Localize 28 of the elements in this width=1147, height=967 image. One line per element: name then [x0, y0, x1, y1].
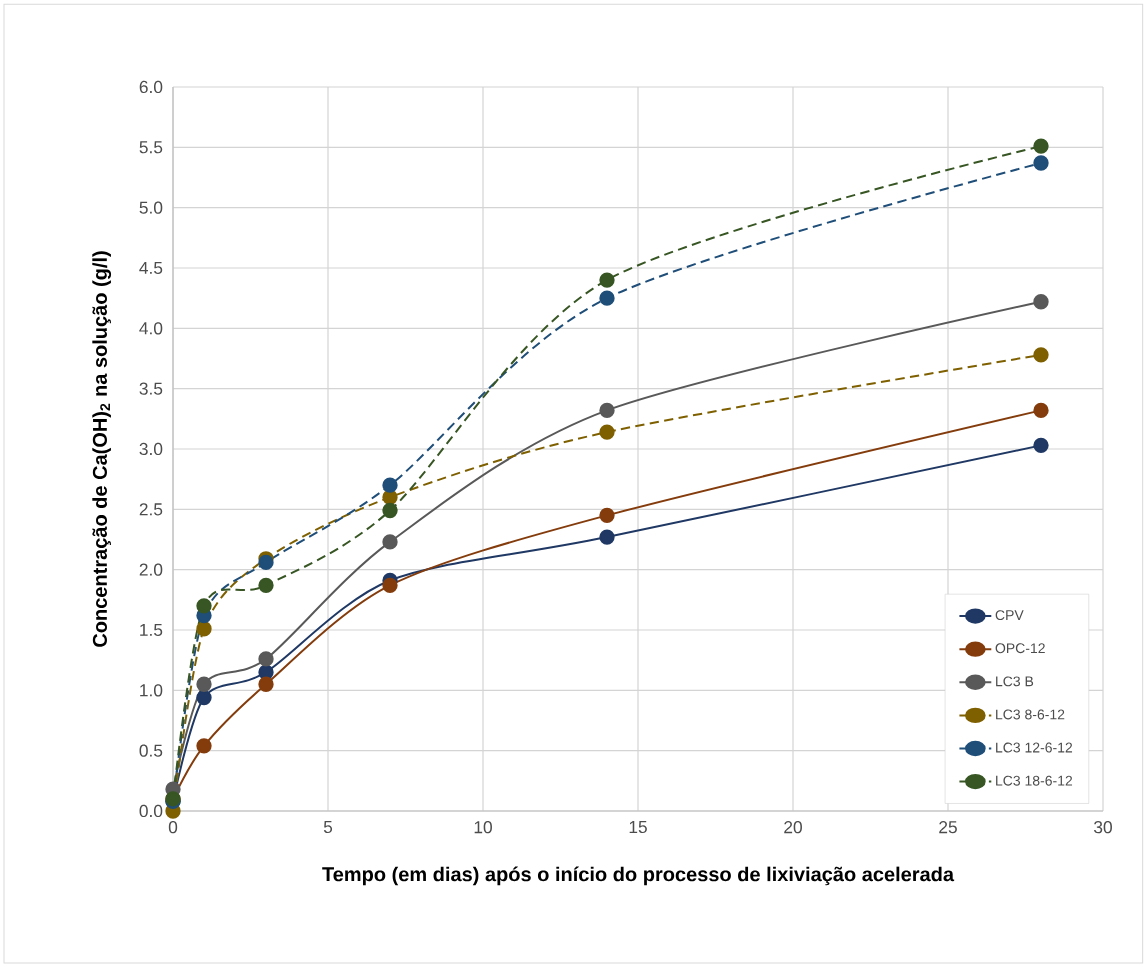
y-tick-label: 2.0 — [139, 563, 163, 576]
y-tick-label: 0.0 — [139, 804, 163, 818]
x-tick-label: 15 — [629, 821, 647, 834]
x-tick-label: 20 — [784, 821, 802, 834]
y-tick-label: 2.5 — [139, 503, 163, 516]
x-axis-title: Tempo (em dias) após o início do processo de lixiviação acelerada — [322, 866, 955, 886]
y-tick-label: 5.5 — [139, 141, 163, 154]
y-tick-label: 4.0 — [139, 322, 163, 335]
legend-label: LC3 12-6-12 — [996, 742, 1073, 753]
legend-label: LC3 8-6-12 — [996, 709, 1065, 720]
y-axis-title: Concentração de Ca(OH)$_{2}$ na solução (g/l) — [92, 251, 112, 647]
y-tick-label: 1.5 — [140, 623, 163, 637]
legend-label: LC3 B — [996, 676, 1034, 687]
y-tick-label: 3.0 — [139, 442, 163, 456]
legend-label: CPV — [995, 610, 1024, 621]
legend-label: OPC-12 — [995, 643, 1045, 654]
legend-label: LC3 18-6-12 — [996, 775, 1073, 786]
x-tick-label: 5 — [323, 821, 333, 834]
y-tick-label: 4.5 — [139, 261, 163, 275]
x-tick-label: 0 — [168, 821, 178, 834]
y-tick-label: 6.0 — [139, 80, 163, 94]
y-tick-label: 5.0 — [139, 201, 163, 214]
x-tick-label: 25 — [939, 821, 957, 834]
y-tick-label: 1.0 — [140, 684, 163, 697]
x-tick-label: 30 — [1094, 821, 1112, 834]
y-tick-label: 3.5 — [139, 382, 163, 395]
y-tick-label: 0.5 — [139, 744, 163, 757]
x-tick-label: 10 — [474, 821, 492, 834]
